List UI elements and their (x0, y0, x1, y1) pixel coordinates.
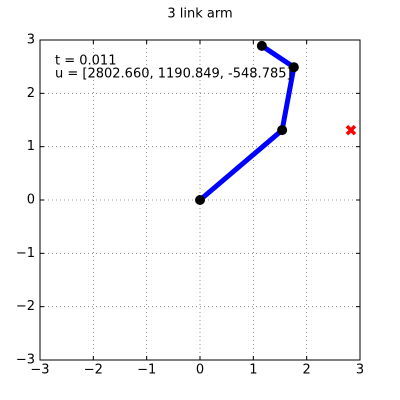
annotation: u = [2802.660, 1190.849, -548.785] (55, 67, 292, 82)
x-tick-label: −2 (84, 363, 103, 378)
y-tick-label: 0 (27, 193, 35, 208)
arm-line (198, 43, 297, 202)
y-tick-label: −3 (16, 353, 35, 368)
y-tick-label: 2 (27, 86, 35, 101)
joint (256, 40, 267, 51)
target-marker (345, 124, 357, 136)
joint (288, 62, 299, 73)
joint (277, 125, 288, 136)
y-tick-label: 1 (27, 139, 35, 154)
y-tick-label: −1 (16, 246, 35, 261)
plot-frame (39, 39, 361, 361)
x-tick-label: 0 (196, 363, 204, 378)
y-tick-label: −2 (16, 299, 35, 314)
annotation: t = 0.011 (55, 54, 116, 69)
chart-title: 3 link arm (167, 7, 232, 22)
joint (195, 195, 205, 205)
y-tick-label: 3 (27, 33, 35, 48)
x-tick-label: 2 (303, 363, 311, 378)
x-tick-label: −1 (137, 363, 156, 378)
x-tick-label: 1 (249, 363, 257, 378)
x-tick-label: 3 (356, 363, 364, 378)
x-tick-label: −3 (30, 363, 49, 378)
